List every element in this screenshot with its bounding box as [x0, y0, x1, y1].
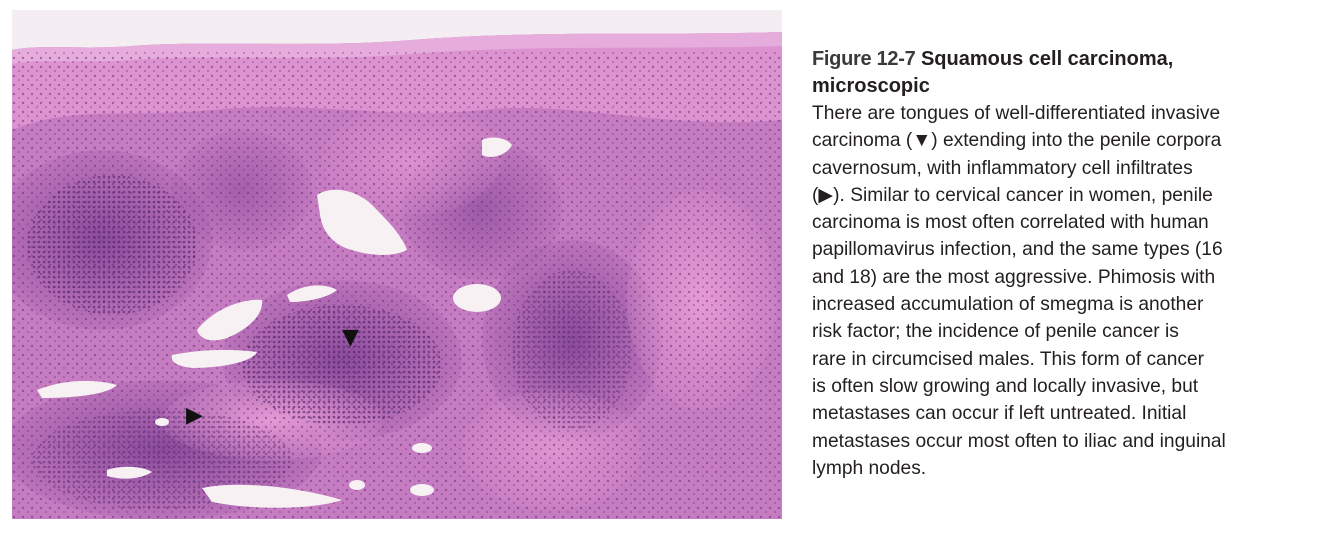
- caption-line: (▶). Similar to cervical cancer in women…: [812, 184, 1213, 206]
- vessel-lumen: [287, 285, 337, 302]
- caption-line: carcinoma is most often correlated with …: [812, 212, 1209, 234]
- arrowhead-right-marker: ▶: [186, 403, 203, 428]
- vessel-lumen: [410, 484, 434, 496]
- caption-title: Figure 12-7 Squamous cell carcinoma, mic…: [812, 46, 1312, 100]
- dense-nuclei: [512, 270, 632, 430]
- caption-line: papillomavirus infection, and the same t…: [812, 239, 1223, 261]
- figure-title-part1: Squamous cell carcinoma,: [920, 48, 1174, 70]
- vessel-lumen: [349, 480, 365, 490]
- histology-micrograph: ▼ ▶: [12, 10, 782, 519]
- arrowhead-down-marker: ▼: [342, 325, 359, 350]
- caption-line: lymph nodes.: [812, 457, 927, 479]
- vessel-lumen: [202, 484, 342, 508]
- dense-nuclei: [32, 410, 292, 510]
- vessel-lumen: [317, 189, 407, 255]
- caption-line: risk factor; the incidence of penile can…: [812, 321, 1179, 343]
- caption-body: There are tongues of well-differentiated…: [812, 100, 1312, 482]
- caption-line: metastases can occur if left untreated. …: [812, 403, 1187, 425]
- vessel-lumen: [482, 137, 512, 157]
- caption-line: increased accumulation of smegma is anot…: [812, 294, 1204, 316]
- caption-line: is often slow growing and locally invasi…: [812, 375, 1199, 397]
- vessel-lumen: [37, 380, 117, 398]
- caption-line: carcinoma (▼) extending into the penile …: [812, 130, 1222, 152]
- caption-line: There are tongues of well-differentiated…: [812, 103, 1221, 124]
- caption-line: metastases occur most often to iliac and…: [812, 430, 1226, 452]
- vessel-lumen: [453, 284, 501, 312]
- vessel-lumen: [155, 418, 169, 426]
- figure-caption: Figure 12-7 Squamous cell carcinoma, mic…: [812, 46, 1312, 482]
- dense-nuclei: [27, 175, 197, 315]
- vessel-lumen: [412, 443, 432, 453]
- figure-number: Figure 12-7: [812, 48, 916, 70]
- vessel-lumen: [171, 349, 257, 368]
- figure-title-part2: microscopic: [812, 75, 930, 97]
- background-glass: [12, 10, 782, 50]
- vessel-lumen: [107, 466, 152, 479]
- caption-line: cavernosum, with inflammatory cell infil…: [812, 157, 1193, 179]
- caption-line: and 18) are the most aggressive. Phimosi…: [812, 266, 1216, 288]
- caption-line: rare in circumcised males. This form of …: [812, 348, 1205, 370]
- micrograph-svg: ▼ ▶: [12, 10, 782, 519]
- dense-nuclei: [242, 305, 442, 425]
- vessel-lumen: [197, 299, 263, 341]
